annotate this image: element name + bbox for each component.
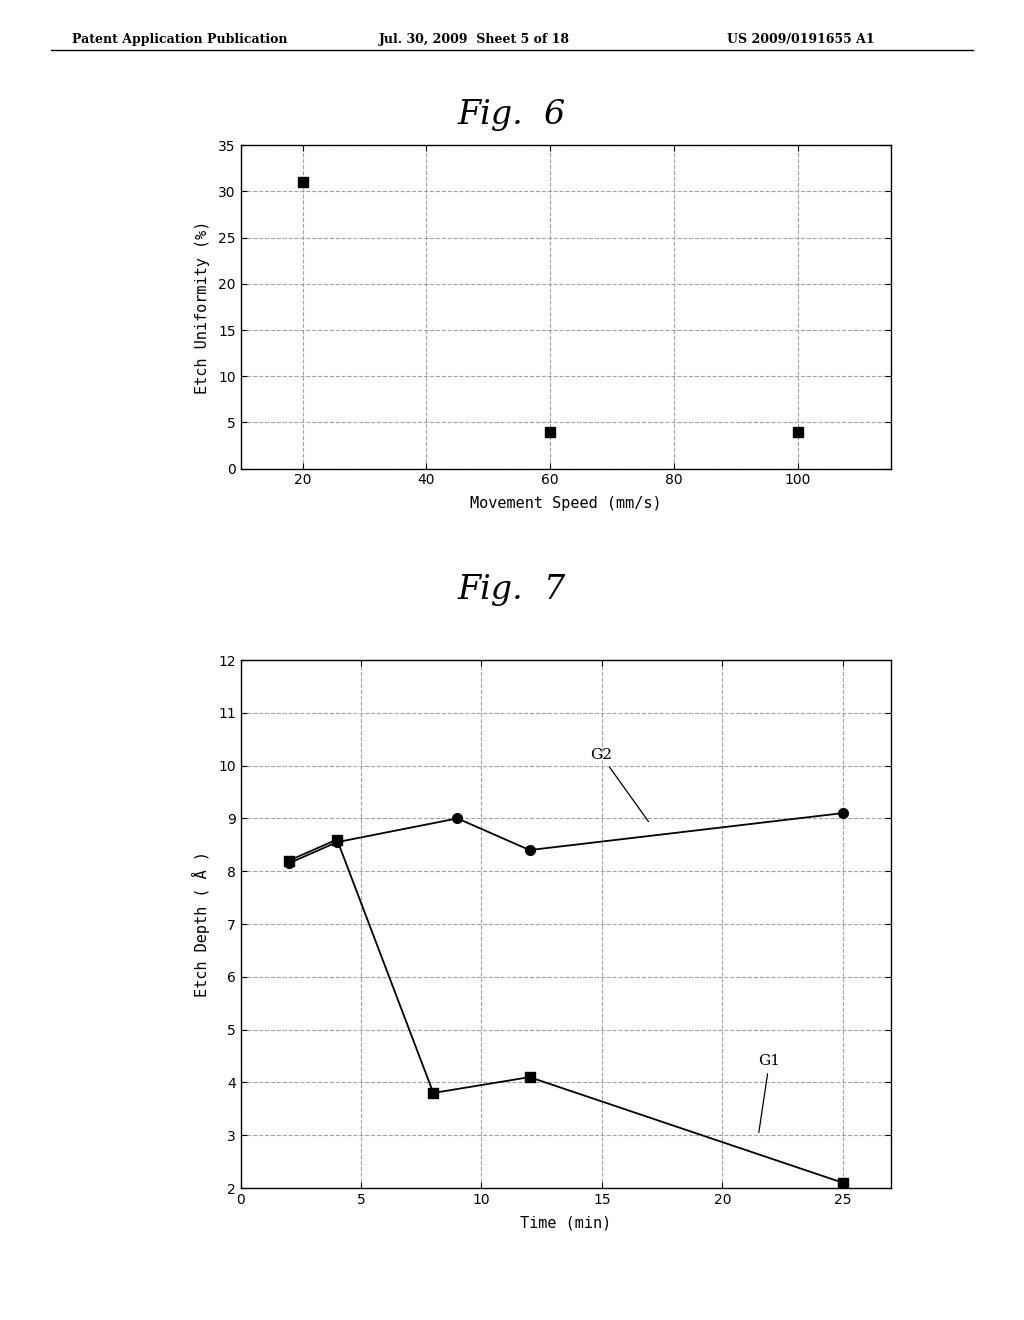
Text: G2: G2: [590, 748, 648, 821]
Y-axis label: Etch Uniformity (%): Etch Uniformity (%): [195, 220, 210, 393]
Text: Fig.  6: Fig. 6: [458, 99, 566, 131]
X-axis label: Time (min): Time (min): [520, 1216, 611, 1230]
Y-axis label: Etch Depth ( Å ): Etch Depth ( Å ): [191, 851, 210, 997]
Text: US 2009/0191655 A1: US 2009/0191655 A1: [727, 33, 874, 46]
Text: Fig.  7: Fig. 7: [458, 574, 566, 606]
Text: G1: G1: [759, 1055, 780, 1133]
Text: Jul. 30, 2009  Sheet 5 of 18: Jul. 30, 2009 Sheet 5 of 18: [379, 33, 570, 46]
Text: Patent Application Publication: Patent Application Publication: [72, 33, 287, 46]
X-axis label: Movement Speed (mm/s): Movement Speed (mm/s): [470, 496, 662, 511]
